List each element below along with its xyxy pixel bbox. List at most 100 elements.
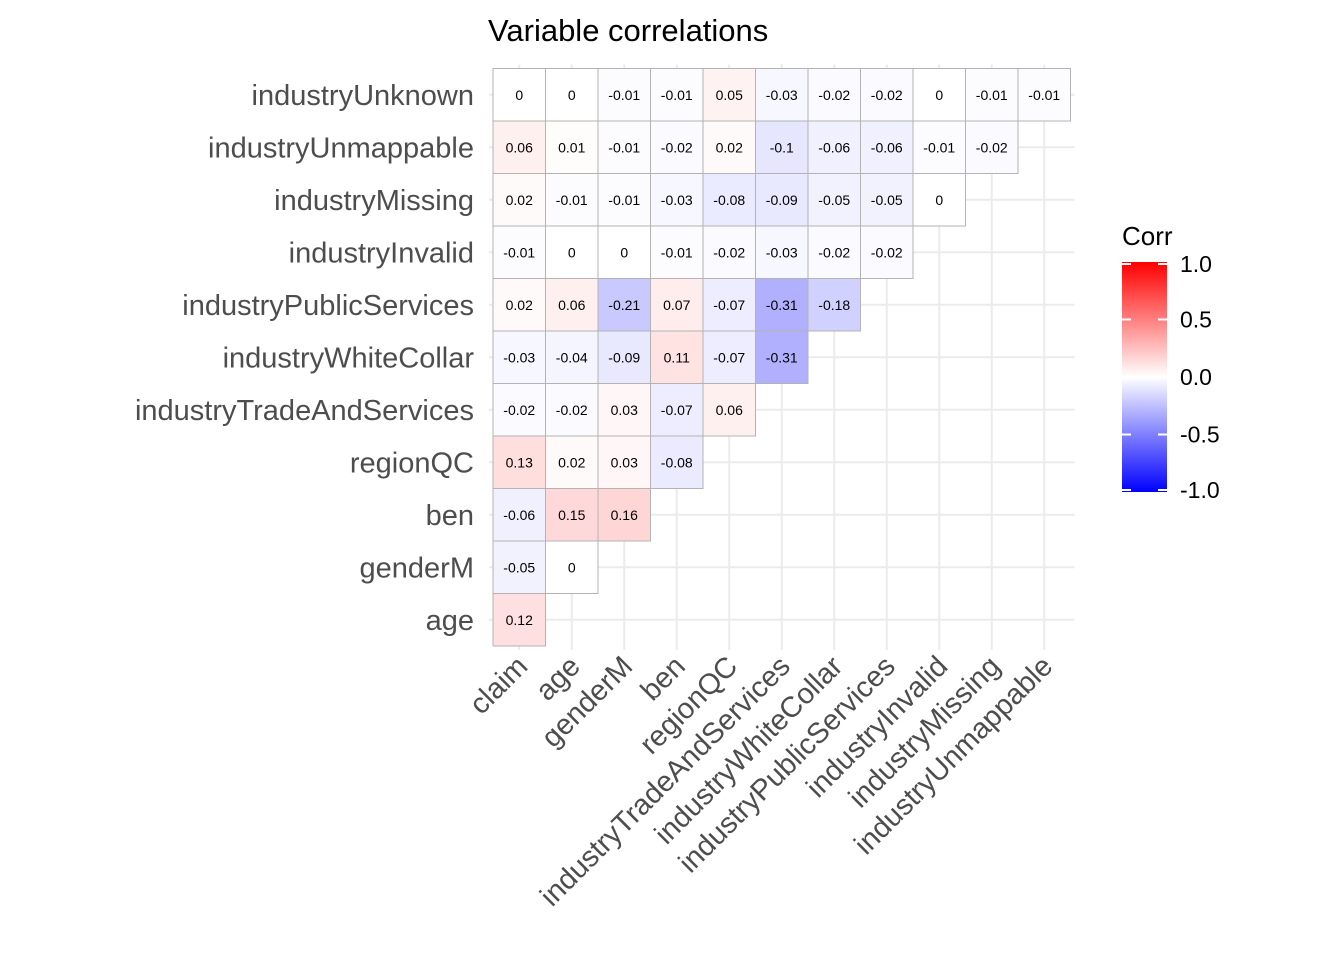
cell-value-label: -0.01 <box>661 87 693 103</box>
cell-value-label: 0 <box>568 87 576 103</box>
heatmap-cell <box>912 68 966 122</box>
heatmap-cell <box>492 173 546 227</box>
heatmap-cell <box>912 173 966 227</box>
cell-value-label: -0.03 <box>766 87 798 103</box>
cell-value-label: -0.03 <box>766 244 798 260</box>
cell-value-label: -0.02 <box>503 402 535 418</box>
cell-value-label: -0.05 <box>871 192 903 208</box>
cell-value-label: 0.02 <box>506 192 533 208</box>
cell-value-label: -0.09 <box>608 349 640 365</box>
legend-tick-label: -0.5 <box>1180 422 1220 448</box>
legend-tick-label: 1.0 <box>1180 251 1212 277</box>
cell-value-label: -0.06 <box>818 139 850 155</box>
y-tick-label: industryPublicServices <box>182 290 474 322</box>
heatmap-cell <box>492 120 546 174</box>
cell-value-label: -0.07 <box>661 402 693 418</box>
cell-value-label: -0.02 <box>661 139 693 155</box>
heatmap-cell <box>755 68 809 122</box>
heatmap-cell <box>492 540 546 594</box>
y-tick-label: industryUnmappable <box>208 132 474 164</box>
cell-value-label: -0.1 <box>770 139 794 155</box>
x-axis-labels: claimagegenderMbenregionQCindustryTradeA… <box>464 650 1059 913</box>
cell-value-label: 0.06 <box>716 402 743 418</box>
heatmap-cell <box>545 173 599 227</box>
cell-value-label: -0.04 <box>556 349 588 365</box>
cell-value-label: 0.03 <box>611 402 638 418</box>
heatmap-cell <box>702 383 756 437</box>
heatmap-cell <box>860 120 914 174</box>
heatmap-cell <box>912 120 966 174</box>
cell-value-label: 0.12 <box>506 612 533 628</box>
heatmap-cell <box>702 68 756 122</box>
heatmap-cell <box>492 225 546 279</box>
heatmap-cell <box>755 120 809 174</box>
y-tick-label: ben <box>426 500 474 532</box>
cell-value-label: -0.09 <box>766 192 798 208</box>
legend-title: Corr <box>1122 221 1173 251</box>
cell-value-label: -0.06 <box>503 507 535 523</box>
y-tick-label: regionQC <box>350 447 474 479</box>
cell-value-label: -0.02 <box>556 402 588 418</box>
cell-value-label: -0.02 <box>818 87 850 103</box>
cell-value-label: -0.01 <box>1028 87 1060 103</box>
cell-value-label: -0.07 <box>713 349 745 365</box>
cell-value-label: -0.05 <box>503 559 535 575</box>
heatmap-cell <box>492 593 546 647</box>
cell-value-label: -0.01 <box>608 192 640 208</box>
heatmap-cell <box>492 330 546 384</box>
y-tick-label: age <box>426 605 474 637</box>
heatmap-cell <box>650 225 704 279</box>
heatmap-cell <box>860 68 914 122</box>
heatmap-cell <box>597 225 651 279</box>
cell-value-label: -0.07 <box>713 297 745 313</box>
heatmap-cell <box>597 278 651 332</box>
cell-value-label: 0.02 <box>716 139 743 155</box>
cell-value-label: 0.07 <box>663 297 690 313</box>
legend-tick-label: -1.0 <box>1180 477 1220 503</box>
cell-value-label: -0.31 <box>766 297 798 313</box>
heatmap-cell <box>807 120 861 174</box>
heatmap-cell <box>492 488 546 542</box>
cell-value-label: 0.13 <box>506 454 533 470</box>
cell-value-label: -0.01 <box>976 87 1008 103</box>
heatmap-cell <box>702 173 756 227</box>
cell-value-label: 0 <box>935 87 943 103</box>
cell-value-label: -0.08 <box>661 454 693 470</box>
heatmap-cell <box>860 225 914 279</box>
cell-value-label: 0.11 <box>664 349 690 365</box>
legend-tick-label: 0.5 <box>1180 307 1212 333</box>
legend: Corr 1.0 0.5 0.0 -0.5 -1.0 <box>1122 221 1220 503</box>
cell-value-label: -0.02 <box>713 244 745 260</box>
cell-value-label: 0.02 <box>558 454 585 470</box>
heatmap-cell <box>492 68 546 122</box>
cell-value-label: 0.03 <box>611 454 638 470</box>
cell-value-label: -0.02 <box>976 139 1008 155</box>
heatmap-cell <box>545 383 599 437</box>
heatmap-cell <box>650 383 704 437</box>
heatmap-cell <box>755 173 809 227</box>
heatmap-cells: 0.12 -0.05 0 -0.06 0.15 0.16 0.13 0.02 0.03 -0.08… <box>492 68 1071 647</box>
cell-value-label: -0.06 <box>871 139 903 155</box>
cell-value-label: 0.05 <box>716 87 743 103</box>
cell-value-label: -0.01 <box>608 139 640 155</box>
heatmap-cell <box>650 435 704 489</box>
y-tick-label: industryWhiteCollar <box>223 342 475 374</box>
cell-value-label: 0 <box>568 559 576 575</box>
y-axis-labels: age genderM ben regionQC industryTradeAndSer… <box>135 80 474 637</box>
cell-value-label: 0.02 <box>506 297 533 313</box>
heatmap-cell <box>597 330 651 384</box>
cell-value-label: -0.02 <box>871 87 903 103</box>
heatmap-cell <box>492 278 546 332</box>
cell-value-label: -0.01 <box>503 244 535 260</box>
cell-value-label: -0.02 <box>818 244 850 260</box>
heatmap-cell <box>650 173 704 227</box>
y-tick-label: genderM <box>360 552 474 584</box>
cell-value-label: 0 <box>935 192 943 208</box>
y-tick-label: industryUnknown <box>252 80 474 112</box>
heatmap-cell <box>545 225 599 279</box>
cell-value-label: -0.02 <box>871 244 903 260</box>
heatmap-cell <box>702 120 756 174</box>
cell-value-label: -0.18 <box>818 297 850 313</box>
cell-value-label: -0.05 <box>818 192 850 208</box>
